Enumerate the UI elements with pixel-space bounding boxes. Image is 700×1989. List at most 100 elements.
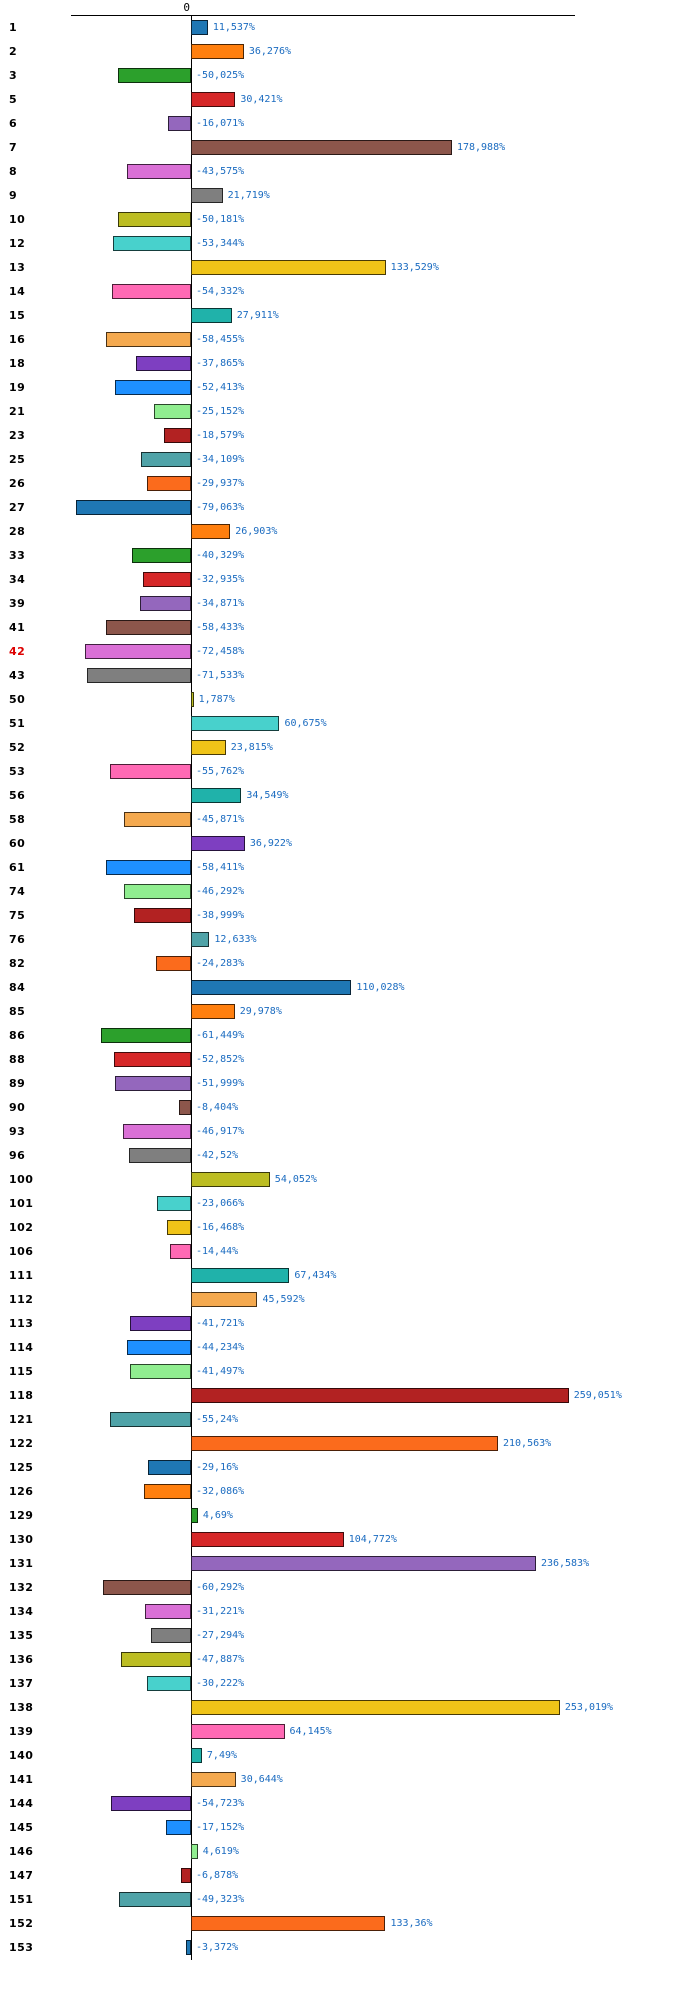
bar bbox=[113, 236, 191, 251]
row-label: 130 bbox=[9, 1533, 34, 1546]
bar bbox=[148, 1460, 191, 1475]
chart-row: 19 -52,413% bbox=[0, 376, 700, 400]
bar bbox=[111, 1796, 191, 1811]
bar-value-label: -58,411% bbox=[196, 862, 245, 873]
bar-value-label: -14,44% bbox=[196, 1246, 239, 1257]
bar bbox=[109, 764, 191, 779]
row-label: 19 bbox=[9, 381, 26, 394]
row-label: 56 bbox=[9, 789, 26, 802]
row-label: 13 bbox=[9, 261, 26, 274]
bar bbox=[191, 1532, 344, 1547]
bar bbox=[157, 1196, 191, 1211]
row-label: 96 bbox=[9, 1149, 26, 1162]
bar bbox=[129, 1148, 191, 1163]
chart-row: 139 64,145% bbox=[0, 1720, 700, 1744]
chart-row: 118 259,051% bbox=[0, 1384, 700, 1408]
row-label: 3 bbox=[9, 69, 18, 82]
bar bbox=[126, 1340, 191, 1355]
bar bbox=[191, 740, 226, 755]
bar-value-label: -37,865% bbox=[196, 358, 245, 369]
row-label: 153 bbox=[9, 1941, 34, 1954]
bar bbox=[127, 164, 191, 179]
bar-value-label: 45,592% bbox=[262, 1294, 305, 1305]
bar bbox=[135, 356, 191, 371]
bar-value-label: 11,537% bbox=[212, 22, 255, 33]
bar bbox=[124, 812, 191, 827]
chart-row: 2 36,276% bbox=[0, 40, 700, 64]
row-label: 28 bbox=[9, 525, 26, 538]
chart-row: 134 -31,221% bbox=[0, 1600, 700, 1624]
chart-row: 153 -3,372% bbox=[0, 1936, 700, 1960]
bar bbox=[140, 596, 191, 611]
bar-chart-rows: 1 11,537% 2 36,276% 3 -50,025% 5 30,421% 6 -16,07… bbox=[0, 16, 700, 1960]
bar bbox=[154, 404, 191, 419]
chart-row: 42 -72,458% bbox=[0, 640, 700, 664]
bar bbox=[191, 92, 236, 107]
bar bbox=[191, 1172, 270, 1187]
bar-value-label: -17,152% bbox=[196, 1822, 245, 1833]
bar bbox=[145, 1604, 191, 1619]
chart-row: 137 -30,222% bbox=[0, 1672, 700, 1696]
bar-value-label: -42,52% bbox=[196, 1150, 239, 1161]
bar-value-label: -40,329% bbox=[196, 550, 245, 561]
row-label: 147 bbox=[9, 1869, 34, 1882]
bar bbox=[167, 116, 191, 131]
row-label: 125 bbox=[9, 1461, 34, 1474]
chart-row: 53 -55,762% bbox=[0, 760, 700, 784]
row-label: 50 bbox=[9, 693, 26, 706]
bar bbox=[123, 884, 191, 899]
row-label: 131 bbox=[9, 1557, 34, 1570]
bar-value-label: -30,222% bbox=[196, 1678, 245, 1689]
bar-value-label: -50,181% bbox=[196, 214, 245, 225]
row-label: 60 bbox=[9, 837, 26, 850]
row-label: 101 bbox=[9, 1197, 34, 1210]
row-label: 6 bbox=[9, 117, 18, 130]
chart-row: 5 30,421% bbox=[0, 88, 700, 112]
bar-value-label: 29,978% bbox=[239, 1006, 282, 1017]
bar-value-label: -58,455% bbox=[196, 334, 245, 345]
bar bbox=[134, 908, 191, 923]
bar-value-label: 133,529% bbox=[390, 262, 439, 273]
chart-row: 102 -16,468% bbox=[0, 1216, 700, 1240]
chart-row: 43 -71,533% bbox=[0, 664, 700, 688]
chart-row: 16 -58,455% bbox=[0, 328, 700, 352]
chart-row: 145 -17,152% bbox=[0, 1816, 700, 1840]
bar bbox=[191, 140, 452, 155]
bar-value-label: -18,579% bbox=[196, 430, 245, 441]
bar-value-label: 12,633% bbox=[214, 934, 257, 945]
bar bbox=[191, 1268, 290, 1283]
chart-row: 34 -32,935% bbox=[0, 568, 700, 592]
row-label: 132 bbox=[9, 1581, 34, 1594]
bar bbox=[142, 572, 191, 587]
bar bbox=[144, 1484, 191, 1499]
row-label: 118 bbox=[9, 1389, 34, 1402]
bar-value-label: -55,762% bbox=[196, 766, 245, 777]
bar-value-label: -16,071% bbox=[196, 118, 245, 129]
chart-row: 111 67,434% bbox=[0, 1264, 700, 1288]
chart-row: 1 11,537% bbox=[0, 16, 700, 40]
bar-value-label: 60,675% bbox=[284, 718, 327, 729]
row-label: 135 bbox=[9, 1629, 34, 1642]
bar bbox=[155, 956, 191, 971]
row-label: 27 bbox=[9, 501, 26, 514]
bar bbox=[191, 1436, 498, 1451]
bar bbox=[122, 1124, 191, 1139]
bar-value-label: -32,086% bbox=[196, 1486, 245, 1497]
row-label: 14 bbox=[9, 285, 26, 298]
bar-value-label: -54,723% bbox=[196, 1798, 245, 1809]
bar bbox=[191, 1556, 536, 1571]
bar-value-label: -61,449% bbox=[196, 1030, 245, 1041]
bar bbox=[117, 212, 191, 227]
bar bbox=[101, 1028, 191, 1043]
bar bbox=[191, 20, 208, 35]
bar-value-label: -46,917% bbox=[196, 1126, 245, 1137]
bar bbox=[165, 1820, 191, 1835]
row-label: 129 bbox=[9, 1509, 34, 1522]
bar-value-label: 1,787% bbox=[198, 694, 235, 705]
chart-row: 60 36,922% bbox=[0, 832, 700, 856]
bar-value-label: 64,145% bbox=[289, 1726, 332, 1737]
row-label: 39 bbox=[9, 597, 26, 610]
chart-row: 115 -41,497% bbox=[0, 1360, 700, 1384]
chart-row: 84 110,028% bbox=[0, 976, 700, 1000]
bar bbox=[130, 1316, 191, 1331]
